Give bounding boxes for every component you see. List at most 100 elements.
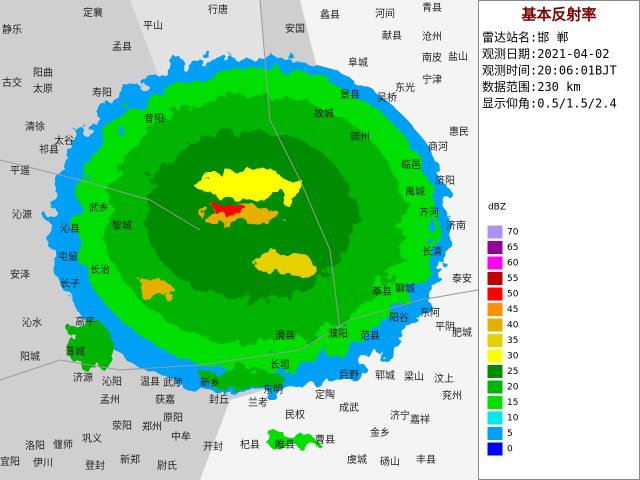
place-label: 巨野 [339, 369, 359, 381]
legend-label: 50 [507, 290, 519, 300]
place-label: 盐山 [448, 50, 468, 63]
place-label: 聊城 [395, 282, 415, 295]
legend-swatch [486, 255, 504, 271]
place-label: 中牟 [171, 430, 191, 443]
place-label: 滑县 [275, 330, 295, 342]
place-label: 长垣 [270, 359, 290, 371]
place-label: 齐河 [419, 206, 439, 219]
place-label: 济源 [73, 371, 93, 384]
place-label: 宜阳 [0, 455, 20, 468]
place-label: 禹城 [405, 185, 425, 198]
legend-label: 70 [507, 228, 519, 238]
place-label: 惠民 [449, 125, 469, 138]
place-label: 河间 [375, 7, 395, 20]
info-line: 数据范围:230 km [482, 79, 581, 94]
place-label: 青县 [422, 1, 442, 14]
place-label: 昔阳 [144, 113, 164, 125]
legend-label: 60 [507, 259, 519, 269]
legend-label: 25 [507, 367, 518, 377]
place-label: 阳谷 [389, 312, 409, 324]
legend-label: 0 [507, 445, 513, 455]
place-label: 景县 [340, 89, 360, 101]
legend-label: 5 [507, 429, 513, 439]
echo-area [195, 171, 305, 199]
place-label: 民权 [285, 408, 305, 421]
place-label: 荥阳 [112, 419, 132, 432]
place-label: 沁阳 [102, 376, 122, 388]
legend-swatch [486, 348, 504, 364]
place-label: 太谷 [54, 134, 74, 147]
place-label: 吴桥 [377, 92, 397, 104]
place-label: 沧州 [422, 30, 442, 43]
legend-swatch [486, 364, 504, 379]
legend-swatch [486, 240, 504, 255]
place-label: 孟州 [100, 394, 120, 406]
place-label: 阳城 [20, 351, 40, 363]
place-label: 范县 [360, 329, 380, 342]
place-label: 黎城 [112, 219, 132, 232]
place-label: 金乡 [370, 426, 390, 439]
place-label: 孟县 [112, 41, 132, 53]
place-label: 郓城 [375, 370, 395, 382]
place-label: 寿阳 [92, 86, 112, 99]
legend-swatch [486, 286, 504, 302]
place-label: 蠡县 [320, 8, 340, 21]
place-label: 泰安 [452, 272, 472, 285]
place-label: 汶上 [434, 372, 454, 385]
place-label: 沁县 [60, 223, 80, 235]
place-label: 兖州 [442, 389, 462, 402]
legend-swatch [486, 302, 504, 317]
place-label: 武乡 [89, 201, 109, 214]
place-label: 长治 [90, 263, 110, 276]
legend-label: 10 [507, 414, 519, 424]
place-label: 丰县 [416, 453, 436, 466]
place-label: 长清 [422, 245, 442, 258]
place-label: 长子 [60, 278, 80, 290]
place-label: 清徐 [25, 120, 45, 133]
place-label: 新郑 [120, 453, 140, 466]
place-label: 平遥 [10, 164, 30, 177]
echo [50, 55, 450, 448]
panel-title: 基本反射率 [520, 6, 596, 24]
place-label: 德州 [350, 130, 370, 143]
place-label: 尉氏 [157, 459, 177, 472]
place-label: 临邑 [401, 158, 421, 171]
place-label: 砀山 [380, 456, 400, 468]
echo-area [255, 255, 315, 275]
boundary [0, 0, 478, 381]
place-label: 平山 [143, 20, 163, 32]
place-label: 献县 [382, 29, 402, 42]
place-label: 偃师 [53, 438, 73, 451]
place-label: 巩义 [82, 433, 102, 445]
place-label: 太原 [33, 82, 53, 95]
legend-swatch [486, 410, 504, 426]
place-label: 登封 [85, 459, 105, 472]
place-label: 曹县 [315, 433, 335, 446]
place-label: 开封 [203, 440, 223, 453]
legend-swatch [486, 395, 504, 410]
legend-unit: dBZ [488, 203, 506, 213]
echo-area [205, 368, 285, 392]
echo-area [212, 205, 248, 215]
place-label: 古交 [2, 76, 22, 89]
place-label: 宁津 [422, 73, 442, 86]
info-line: 观测时间:20:06:01BJT [482, 64, 617, 78]
place-label: 武陟 [163, 376, 183, 389]
legend-swatch [486, 271, 504, 286]
place-label: 屯留 [58, 250, 78, 263]
legend-swatch [486, 333, 504, 348]
legend-swatch [486, 426, 504, 441]
legend-label: 35 [507, 336, 518, 346]
place-label: 梁山 [404, 370, 424, 383]
place-label: 嘉祥 [410, 413, 430, 426]
place-label: 沁源 [12, 208, 32, 221]
place-label: 获嘉 [155, 393, 175, 406]
place-label: 行唐 [208, 3, 228, 16]
place-label: 虞城 [347, 453, 367, 466]
legend-label: 45 [507, 305, 518, 315]
place-label: 阜城 [348, 56, 368, 69]
place-label: 故城 [314, 107, 334, 120]
